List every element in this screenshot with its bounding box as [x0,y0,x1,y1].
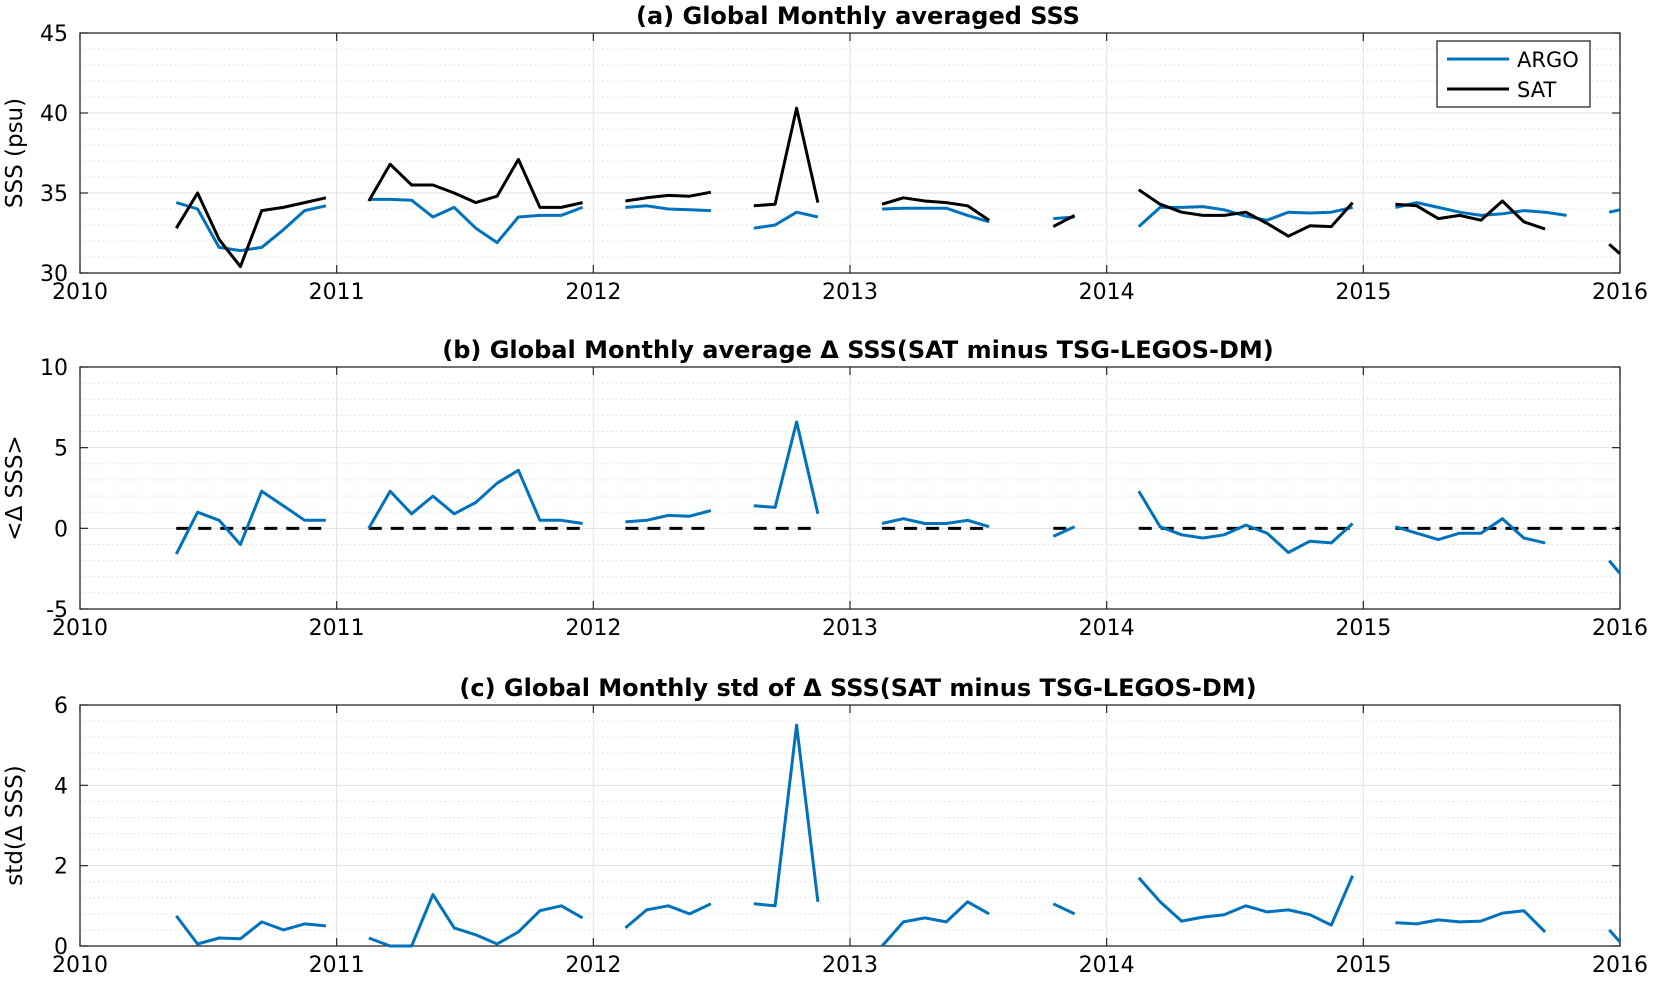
y-axis-label: <Δ SSS> [2,435,28,540]
series-line [880,900,990,947]
sat-line [367,157,583,209]
argo-line [882,206,990,224]
x-tick-label: 2011 [309,953,365,978]
sat-line [1052,214,1076,228]
x-tick-label: 2013 [822,616,878,641]
series-line [367,468,583,530]
y-tick-label: 4 [54,774,68,799]
y-tick-label: -5 [46,598,68,623]
series-line [1608,559,1622,575]
x-tick-label: 2013 [822,953,878,978]
x-tick-label: 2012 [565,280,621,305]
y-tick-label: 2 [54,855,68,880]
series-line [753,723,820,908]
sat-line [1137,188,1354,238]
series-line [1394,517,1546,545]
series-line [1137,490,1354,554]
x-tick-label: 2016 [1592,280,1648,305]
y-tick-label: 0 [54,517,68,542]
sat-line [1395,199,1546,231]
x-tick-label: 2014 [1079,280,1135,305]
x-tick-label: 2011 [309,280,365,305]
x-tick-label: 2016 [1592,953,1648,978]
chart-title: (a) Global Monthly averaged SSS [636,2,1080,30]
legend-label: ARGO [1517,48,1579,72]
series-line [1052,902,1076,916]
sat-line [625,190,712,203]
y-tick-label: 6 [54,694,68,719]
sat-line [753,106,820,208]
series-line [368,893,584,948]
x-tick-label: 2012 [565,953,621,978]
chart-title: (c) Global Monthly std of Δ SSS(SAT minu… [459,674,1256,702]
argo-line [368,197,584,245]
series-line [753,420,820,515]
x-tick-label: 2014 [1079,616,1135,641]
y-tick-label: 30 [40,262,68,287]
argo-line [175,201,327,253]
argo-line [1137,205,1353,228]
x-tick-label: 2015 [1335,280,1391,305]
x-tick-label: 2010 [52,616,108,641]
argo-line [625,204,711,213]
series-line [625,509,712,524]
x-tick-label: 2011 [309,616,365,641]
y-axis-label: std(Δ SSS) [2,765,28,885]
sat-line [175,191,327,269]
legend-label: SAT [1517,78,1556,102]
panel-c: 2010 2011 2012 2013 2014 2015 2016 0 2 4 6 (c) Glob… [2,674,1648,978]
panel-a: 2010 2011 2012 2013 2014 2015 2016 30 35 40 45 (a) … [2,2,1648,305]
series-line [881,517,990,529]
y-tick-label: 45 [40,22,68,47]
series-line [175,914,327,946]
series-line [1608,928,1622,943]
x-tick-label: 2015 [1335,953,1391,978]
series-line [1137,875,1354,927]
x-tick-label: 2010 [52,953,108,978]
sat-line [881,196,990,222]
argo-line [1395,201,1567,217]
x-tick-label: 2015 [1335,616,1391,641]
y-tick-label: 40 [40,102,68,127]
y-tick-label: 0 [54,935,68,960]
sat-line [1608,243,1621,255]
x-tick-label: 2012 [565,616,621,641]
y-tick-label: 10 [40,356,68,381]
series-line [1395,909,1547,933]
panel-b: 2010 2011 2012 2013 2014 2015 2016 -5 0 5 10 (b) Gl… [2,336,1648,641]
series-line [174,489,326,555]
chart-title: (b) Global Monthly average Δ SSS(SAT min… [442,336,1274,364]
series-line [624,902,712,930]
y-tick-label: 35 [40,182,68,207]
x-tick-label: 2013 [822,280,878,305]
argo-line [1608,208,1621,214]
y-axis-label: SSS (psu) [2,98,28,208]
legend [1436,40,1591,108]
y-tick-label: 5 [54,437,68,462]
x-tick-label: 2016 [1592,616,1648,641]
series-line [1052,525,1076,538]
x-tick-label: 2010 [52,280,108,305]
x-tick-label: 2014 [1079,953,1135,978]
argo-line [753,210,819,230]
